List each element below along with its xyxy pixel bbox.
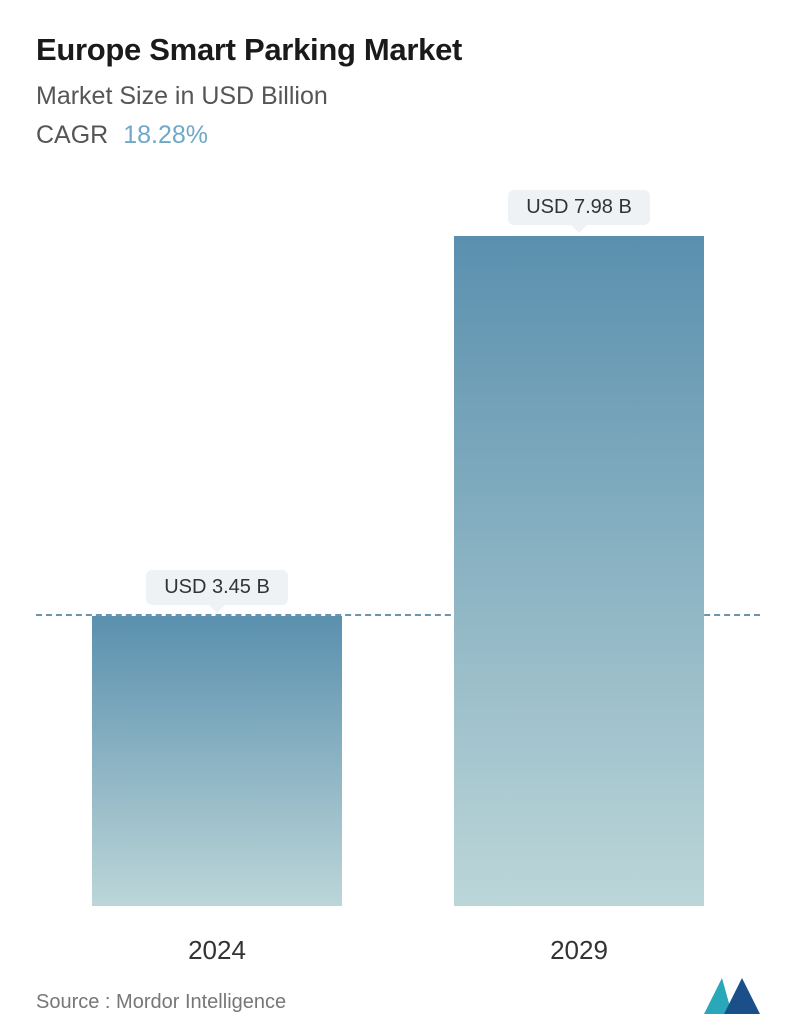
x-axis-label: 2029	[454, 935, 704, 966]
chart-subtitle: Market Size in USD Billion	[36, 82, 760, 111]
bar	[92, 616, 342, 906]
x-axis-labels: 2024 2029	[36, 935, 760, 966]
source-text: Source : Mordor Intelligence	[36, 991, 286, 1014]
bar-wrap: USD 7.98 B	[454, 236, 704, 906]
chart-footer: Source : Mordor Intelligence	[36, 978, 760, 1014]
bar-wrap: USD 3.45 B	[92, 616, 342, 906]
chart-area: USD 3.45 B USD 7.98 B 2024 2029	[36, 170, 760, 966]
cagr-label: CAGR	[36, 121, 108, 149]
chart-container: Europe Smart Parking Market Market Size …	[0, 0, 796, 1034]
cagr-value: 18.28%	[123, 121, 208, 149]
brand-logo-icon	[704, 978, 760, 1014]
bar-value-label: USD 3.45 B	[146, 570, 288, 605]
bar-value-label: USD 7.98 B	[508, 190, 650, 225]
x-axis-label: 2024	[92, 935, 342, 966]
bar	[454, 236, 704, 906]
chart-title: Europe Smart Parking Market	[36, 32, 760, 68]
cagr-row: CAGR 18.28%	[36, 121, 760, 150]
bars-group: USD 3.45 B USD 7.98 B	[36, 170, 760, 906]
